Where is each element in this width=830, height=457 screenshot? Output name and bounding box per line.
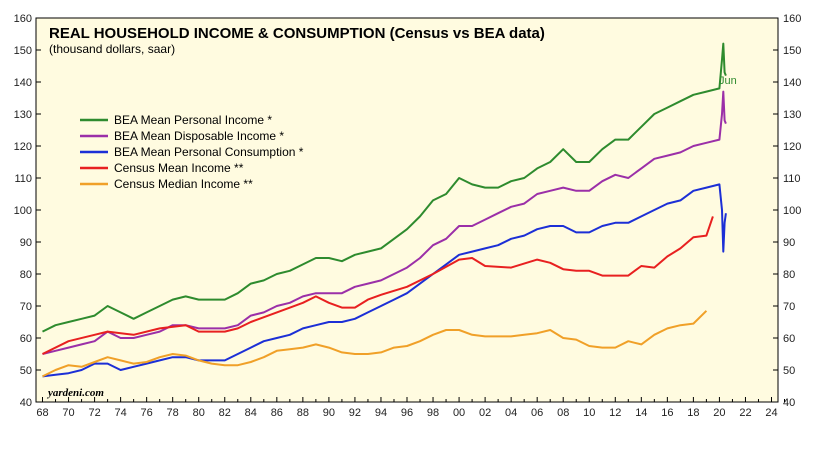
- x-tick-label: 08: [557, 407, 569, 419]
- x-tick-label: 98: [427, 407, 439, 419]
- y-tick-label-right: 160: [783, 13, 801, 25]
- series-line-0: [42, 42, 727, 333]
- legend-label-3: Census Mean Income **: [114, 161, 244, 175]
- y-tick-label-right: 100: [783, 205, 801, 217]
- y-tick-label-right: 90: [783, 237, 795, 249]
- y-axis-right: 40 50 60 70 80 90 100 110 120 130 140 150 160: [773, 13, 801, 409]
- x-tick-label: 84: [245, 407, 257, 419]
- x-tick-label: 70: [62, 407, 74, 419]
- y-tick-label-left: 70: [20, 301, 32, 313]
- x-tick-label: 82: [219, 407, 231, 419]
- y-tick-label-right: 110: [783, 173, 801, 185]
- x-tick-label: 00: [453, 407, 465, 419]
- x-tick-label: 92: [349, 407, 361, 419]
- y-tick-label-right: 130: [783, 109, 801, 121]
- x-axis: 68 70 72 74 76 78 80 82 84 86 88 90 92 94 96 98 00 02 04 06…: [36, 397, 786, 419]
- y-tick-label-right: 50: [783, 365, 795, 377]
- y-tick-label-left: 130: [14, 109, 32, 121]
- x-tick-label: 14: [635, 407, 647, 419]
- x-tick-label: 96: [401, 407, 413, 419]
- x-tick-label: 10: [583, 407, 595, 419]
- x-tick-label: 72: [88, 407, 100, 419]
- x-tick-label: 88: [297, 407, 309, 419]
- y-axis-left: 40 50 60 70 80 90 100 110 120 130 140 150 160: [14, 13, 41, 409]
- series-lines: [42, 42, 727, 378]
- y-tick-label-left: 140: [14, 77, 32, 89]
- legend-label-4: Census Median Income **: [114, 177, 253, 191]
- x-tick-label: 16: [661, 407, 673, 419]
- x-tick-label: 90: [323, 407, 335, 419]
- x-tick-label: 76: [141, 407, 153, 419]
- y-tick-label-right: 40: [783, 397, 795, 409]
- annotation-jun: Jun: [719, 75, 737, 87]
- y-tick-label-left: 110: [14, 173, 32, 185]
- watermark: yardeni.com: [46, 387, 104, 399]
- x-tick-label: 24: [765, 407, 777, 419]
- x-tick-label: 02: [479, 407, 491, 419]
- x-tick-label: 94: [375, 407, 387, 419]
- y-tick-label-left: 40: [20, 397, 32, 409]
- x-tick-label: 18: [687, 407, 699, 419]
- y-tick-label-left: 150: [14, 45, 32, 57]
- chart-subtitle: (thousand dollars, saar): [49, 42, 175, 56]
- y-tick-label-left: 120: [14, 141, 32, 153]
- y-tick-label-left: 90: [20, 237, 32, 249]
- x-tick-label: 20: [713, 407, 725, 419]
- x-tick-label: 22: [739, 407, 751, 419]
- x-tick-label: 80: [193, 407, 205, 419]
- legend-label-1: BEA Mean Disposable Income *: [114, 129, 284, 143]
- y-tick-label-left: 60: [20, 333, 32, 345]
- legend-label-0: BEA Mean Personal Income *: [114, 113, 272, 127]
- x-tick-label: 74: [114, 407, 126, 419]
- series-line-4: [42, 310, 708, 378]
- y-tick-label-right: 120: [783, 141, 801, 153]
- series-line-2: [42, 183, 727, 378]
- y-tick-label-right: 150: [783, 45, 801, 57]
- x-tick-label: 68: [36, 407, 48, 419]
- x-tick-label: 04: [505, 407, 517, 419]
- y-tick-label-left: 80: [20, 269, 32, 281]
- series-line-1: [42, 90, 727, 355]
- y-tick-label-right: 60: [783, 333, 795, 345]
- x-tick-label: 06: [531, 407, 543, 419]
- x-tick-label: 12: [609, 407, 621, 419]
- x-tick-label: 86: [271, 407, 283, 419]
- plot-background: [35, 17, 779, 403]
- x-tick-label: 78: [167, 407, 179, 419]
- y-tick-label-right: 70: [783, 301, 795, 313]
- y-tick-label-left: 50: [20, 365, 32, 377]
- y-tick-label-right: 140: [783, 77, 801, 89]
- legend: BEA Mean Personal Income * BEA Mean Dispo…: [80, 113, 304, 191]
- chart-title: REAL HOUSEHOLD INCOME & CONSUMPTION (Cen…: [49, 25, 545, 42]
- legend-label-2: BEA Mean Personal Consumption *: [114, 145, 304, 159]
- y-tick-label-left: 100: [14, 205, 32, 217]
- y-tick-label-left: 160: [14, 13, 32, 25]
- y-tick-label-right: 80: [783, 269, 795, 281]
- series-line-3: [42, 216, 714, 355]
